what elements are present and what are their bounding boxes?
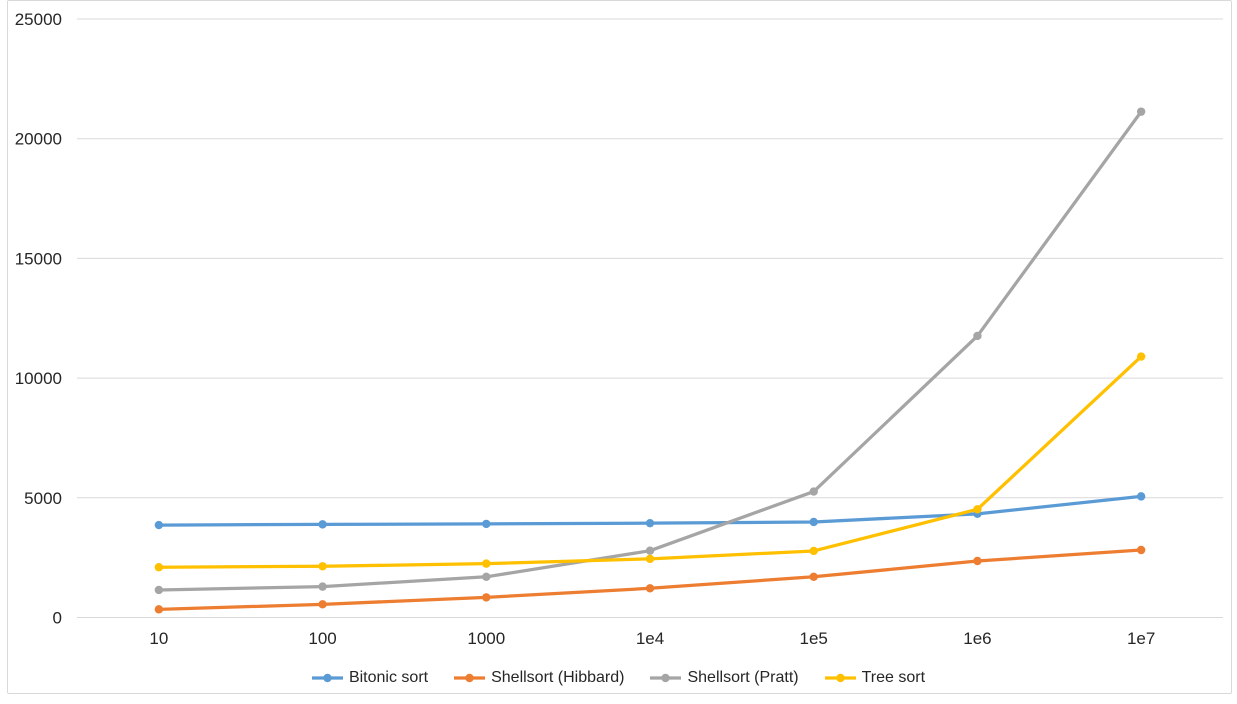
data-point [645,584,655,593]
legend-item-shellsort-pratt: Shellsort (Pratt) [650,669,799,687]
data-point [1136,545,1146,555]
legend-marker-icon [650,673,682,683]
x-axis-label: 1000 [467,629,505,648]
data-point [973,331,982,341]
y-axis-label: 20000 [15,130,62,149]
data-point [645,554,655,564]
data-point [154,605,164,614]
legend-item-shellsort-hibbard: Shellsort (Hibbard) [454,669,624,687]
data-point [482,559,491,568]
legend-label: Bitonic sort [348,669,429,686]
legend-label: Tree sort [861,669,926,686]
legend-label: Shellsort (Pratt) [687,669,799,686]
y-axis-label: 25000 [15,10,62,29]
data-point [318,600,327,609]
legend-marker-icon [824,673,856,683]
data-point [154,520,164,530]
data-point [809,487,818,496]
legend-marker-icon [454,673,486,683]
x-axis-label: 1e5 [800,629,828,648]
legend-label: Shellsort (Hibbard) [491,669,625,686]
data-point [482,519,491,529]
data-point [318,582,327,591]
x-axis-label: 1e7 [1127,629,1155,648]
y-axis-label: 15000 [15,249,62,268]
data-point [1136,107,1146,116]
data-point [809,517,818,527]
y-axis-label: 0 [53,608,62,627]
y-axis-label: 5000 [24,489,62,508]
data-point [645,518,655,528]
data-point [482,572,491,582]
data-point [809,546,818,556]
y-axis-label: 10000 [15,369,62,388]
legend-marker-icon [311,673,343,683]
x-axis-label: 10 [149,629,168,648]
legend-item-bitonic-sort: Bitonic sort [311,669,429,687]
series-shellsort-pratt [154,107,1146,595]
x-axis-label: 1e4 [636,629,664,648]
x-axis-label: 100 [308,629,336,648]
data-point [318,520,327,529]
series-line [157,110,1143,592]
data-point [482,593,491,602]
data-point [809,572,818,582]
data-point [973,505,982,514]
series-tree-sort [154,352,1146,572]
legend-item-tree-sort: Tree sort [824,669,926,687]
data-point [1136,352,1146,361]
series-line [157,354,1143,569]
chart-legend: Bitonic sort Shellsort (Hibbard) Shellsort… [0,665,1237,691]
data-point [154,585,164,595]
x-axis-label: 1e6 [963,629,991,648]
data-point [154,563,164,572]
data-point [973,556,982,566]
series-shellsort-hibbard [154,545,1146,614]
data-point [318,562,327,571]
data-point [645,546,655,555]
data-point [1136,492,1146,501]
